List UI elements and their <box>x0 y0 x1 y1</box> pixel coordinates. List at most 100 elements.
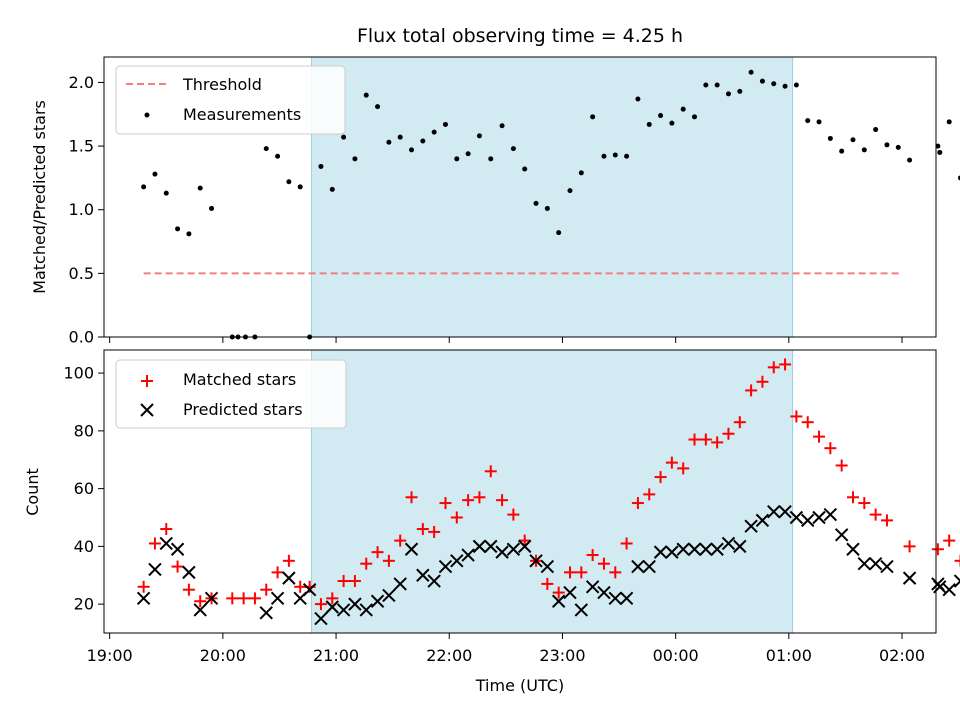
matched-star-point <box>779 358 792 371</box>
measurement-point <box>431 129 437 135</box>
bottom-y-tick-label: 100 <box>63 364 94 383</box>
measurement-point <box>386 139 392 145</box>
top-y-tick-label: 0.0 <box>69 328 94 347</box>
matched-star-point <box>631 497 644 510</box>
matched-star-point <box>880 514 893 527</box>
predicted-star-point <box>563 585 577 600</box>
measurement-point <box>397 134 403 140</box>
matched-star-point <box>620 537 633 550</box>
predicted-star-point <box>834 528 849 542</box>
bottom-y-tick-label: 40 <box>74 537 94 556</box>
predicted-star-point <box>551 594 566 608</box>
matched-star-point <box>597 557 610 570</box>
matched-star-point <box>148 537 161 550</box>
legend-predicted-swatch <box>140 403 154 417</box>
matched-star-point <box>462 494 475 507</box>
top-legend: Threshold Measurements <box>115 65 346 135</box>
predicted-star-point <box>721 536 736 551</box>
matched-star-point <box>382 554 395 567</box>
measurement-point <box>839 148 845 154</box>
measurement-point <box>522 166 528 172</box>
measurement-point <box>635 96 641 102</box>
matched-star-point <box>767 361 780 374</box>
matched-star-point <box>416 523 429 536</box>
matched-star-point <box>496 494 509 507</box>
matched-star-point <box>394 534 407 547</box>
measurement-point <box>793 82 799 88</box>
measurement-point <box>341 134 347 140</box>
x-tick-label: 23:00 <box>539 646 585 665</box>
matched-star-point <box>643 488 656 501</box>
measurement-point <box>556 230 562 236</box>
measurement-point <box>297 184 303 190</box>
legend-matched-label: Matched stars <box>183 370 296 389</box>
predicted-star-point <box>302 582 317 597</box>
x-tick-label: 19:00 <box>87 646 133 665</box>
predicted-star-point <box>159 536 173 551</box>
measurement-point <box>209 205 215 211</box>
top-y-axis: 0.0 0.5 1.0 1.5 2.0 <box>69 73 104 347</box>
matched-star-point <box>405 491 418 504</box>
matched-star-point <box>711 436 724 449</box>
matched-star-point <box>745 384 758 397</box>
predicted-star-point <box>314 611 328 626</box>
top-plot-frame <box>103 56 937 338</box>
shaded-observing-window <box>311 350 793 633</box>
matched-star-point <box>226 592 239 605</box>
predicted-star-point <box>438 559 453 574</box>
predicted-star-point <box>359 603 373 617</box>
measurement-point <box>318 163 324 169</box>
matched-star-point <box>858 497 871 510</box>
predicted-star-point <box>812 510 826 525</box>
predicted-star-point <box>484 539 498 554</box>
predicted-star-point <box>182 565 196 580</box>
x-tick-label: 21:00 <box>313 646 359 665</box>
matched-star-point <box>450 511 463 524</box>
measurement-point <box>454 156 460 162</box>
matched-star-point <box>688 433 701 446</box>
measurement-point <box>850 137 856 143</box>
x-tick-label: 20:00 <box>200 646 246 665</box>
x-tick-label: 02:00 <box>879 646 925 665</box>
predicted-star-point <box>136 591 151 606</box>
matched-star-point <box>473 491 486 504</box>
measurement-point <box>286 179 292 185</box>
legend-measurements-swatch <box>144 112 150 118</box>
legend-measurements-label: Measurements <box>183 105 301 124</box>
predicted-star-point <box>942 582 956 597</box>
bottom-legend: Matched stars Predicted stars <box>115 359 347 429</box>
matched-star-point <box>439 497 452 510</box>
x-axis-label: Time (UTC) <box>475 676 564 695</box>
measurement-point <box>935 143 941 149</box>
predicted-star-point <box>472 539 487 554</box>
bottom-plot-frame <box>103 349 937 634</box>
matched-star-point <box>171 560 184 573</box>
measurement-point <box>861 147 867 153</box>
measurement-point <box>748 69 754 75</box>
measurement-point <box>771 81 777 87</box>
measurement-point <box>465 151 471 157</box>
measurement-point <box>827 135 833 141</box>
predicted-star-point <box>382 588 396 603</box>
measurement-point <box>578 170 584 176</box>
matched-star-point <box>609 566 622 579</box>
measurement-point <box>197 185 203 191</box>
matched-star-point <box>824 442 837 455</box>
measurement-point <box>186 231 192 237</box>
matched-star-point <box>869 508 882 521</box>
matched-star-point <box>137 580 150 593</box>
measurement-point <box>937 149 943 155</box>
shaded-observing-window <box>311 57 793 337</box>
measurement-point <box>737 88 743 94</box>
bottom-y-tick-label: 60 <box>74 479 94 498</box>
measurement-point <box>725 91 731 97</box>
matched-star-point <box>790 410 803 423</box>
matched-star-point <box>182 583 195 596</box>
measurement-point <box>175 226 181 232</box>
predicted-star-point <box>767 505 781 519</box>
predicted-star-point <box>270 591 285 606</box>
measurement-point <box>601 153 607 159</box>
measurement-point <box>141 184 147 190</box>
measurement-point <box>420 138 426 144</box>
measurement-point <box>658 113 664 119</box>
